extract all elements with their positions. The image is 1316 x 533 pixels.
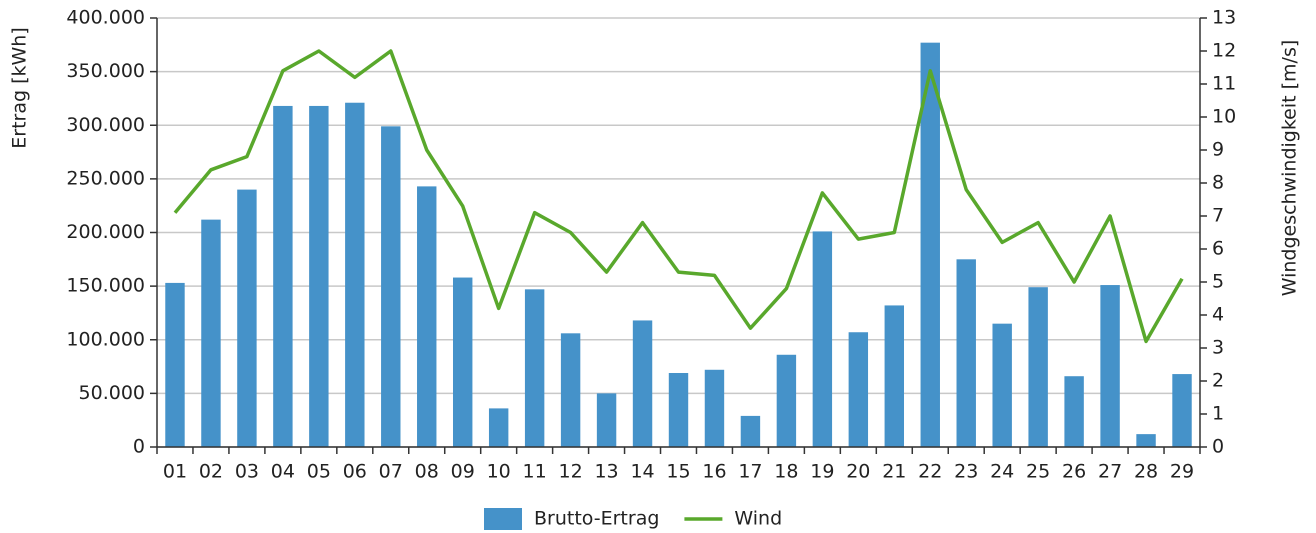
x-tick-label: 20 xyxy=(846,461,870,483)
x-tick-label: 24 xyxy=(990,461,1014,483)
x-tick-label: 12 xyxy=(559,461,583,483)
bar xyxy=(345,102,365,447)
x-tick-label: 15 xyxy=(666,461,690,483)
y2-tick-label: 11 xyxy=(1212,73,1236,95)
bar xyxy=(417,186,437,447)
x-tick-label: 04 xyxy=(271,461,295,483)
y2-tick-label: 12 xyxy=(1212,40,1236,62)
y-tick-label: 150.000 xyxy=(66,275,145,297)
bar xyxy=(165,282,185,447)
y2-tick-label: 6 xyxy=(1212,238,1224,260)
bar xyxy=(632,320,653,447)
x-tick-label: 06 xyxy=(343,461,367,483)
x-tick-label: 03 xyxy=(235,461,259,483)
y2-tick-label: 2 xyxy=(1212,370,1224,392)
x-tick-label: 09 xyxy=(451,461,475,483)
x-tick-label: 11 xyxy=(523,461,547,483)
bar xyxy=(1172,374,1192,447)
y2-tick-label: 3 xyxy=(1212,337,1224,359)
bar xyxy=(1064,376,1084,447)
x-tick-label: 28 xyxy=(1134,461,1158,483)
bar xyxy=(740,415,761,447)
bar xyxy=(560,333,581,447)
y2-tick-label: 13 xyxy=(1212,7,1236,29)
bar xyxy=(309,105,329,447)
x-tick-label: 23 xyxy=(954,461,978,483)
bar xyxy=(1136,434,1156,447)
y-tick-label: 400.000 xyxy=(66,7,145,29)
bar xyxy=(884,305,905,447)
x-tick-label: 29 xyxy=(1170,461,1194,483)
bar xyxy=(488,408,509,447)
x-tick-label: 27 xyxy=(1098,461,1122,483)
y-tick-label: 350.000 xyxy=(66,60,145,82)
legend-label: Brutto-Ertrag xyxy=(534,508,659,530)
bar xyxy=(704,369,725,447)
x-tick-label: 18 xyxy=(774,461,798,483)
x-tick-label: 14 xyxy=(630,461,654,483)
y-tick-label: 0 xyxy=(133,436,145,458)
x-tick-label: 08 xyxy=(415,461,439,483)
x-tick-label: 21 xyxy=(882,461,906,483)
x-tick-label: 10 xyxy=(487,461,511,483)
y-tick-label: 300.000 xyxy=(66,114,145,136)
x-tick-label: 26 xyxy=(1062,461,1086,483)
x-tick-label: 13 xyxy=(594,461,618,483)
y2-tick-label: 1 xyxy=(1212,403,1224,425)
bar xyxy=(273,105,293,447)
y-tick-label: 100.000 xyxy=(66,328,145,350)
bar xyxy=(920,42,940,447)
bar xyxy=(201,219,221,447)
y2-tick-label: 0 xyxy=(1212,436,1224,458)
bar xyxy=(956,259,976,447)
y2-tick-label: 7 xyxy=(1212,205,1224,227)
x-tick-label: 02 xyxy=(199,461,223,483)
bar xyxy=(381,126,401,447)
x-tick-label: 25 xyxy=(1026,461,1050,483)
bar xyxy=(524,289,545,447)
y2-tick-label: 4 xyxy=(1212,304,1224,326)
y2-axis-title: Windgeschwindigkeit [m/s] xyxy=(1279,40,1301,297)
y2-tick-label: 9 xyxy=(1212,139,1224,161)
x-tick-label: 07 xyxy=(379,461,403,483)
x-tick-label: 17 xyxy=(738,461,762,483)
bar xyxy=(596,393,617,447)
x-tick-label: 19 xyxy=(810,461,834,483)
legend-swatch xyxy=(484,508,522,530)
legend-label: Wind xyxy=(734,508,782,530)
y-tick-label: 200.000 xyxy=(66,221,145,243)
bar xyxy=(237,189,257,447)
x-tick-label: 22 xyxy=(918,461,942,483)
bar xyxy=(848,332,869,447)
bar xyxy=(992,323,1012,447)
y-tick-label: 250.000 xyxy=(66,167,145,189)
bar xyxy=(776,354,797,447)
y2-tick-label: 10 xyxy=(1212,106,1236,128)
bar xyxy=(668,372,689,447)
y2-tick-label: 8 xyxy=(1212,172,1224,194)
x-tick-label: 16 xyxy=(702,461,726,483)
bar xyxy=(812,231,833,447)
y-tick-label: 50.000 xyxy=(79,382,145,404)
x-tick-label: 01 xyxy=(163,461,187,483)
y2-tick-label: 5 xyxy=(1212,271,1224,293)
line xyxy=(173,49,1184,344)
x-tick-label: 05 xyxy=(307,461,331,483)
y-axis-title: Ertrag [kWh] xyxy=(9,27,31,148)
bar xyxy=(1100,285,1120,447)
bar xyxy=(452,277,473,447)
bar xyxy=(1028,287,1048,447)
